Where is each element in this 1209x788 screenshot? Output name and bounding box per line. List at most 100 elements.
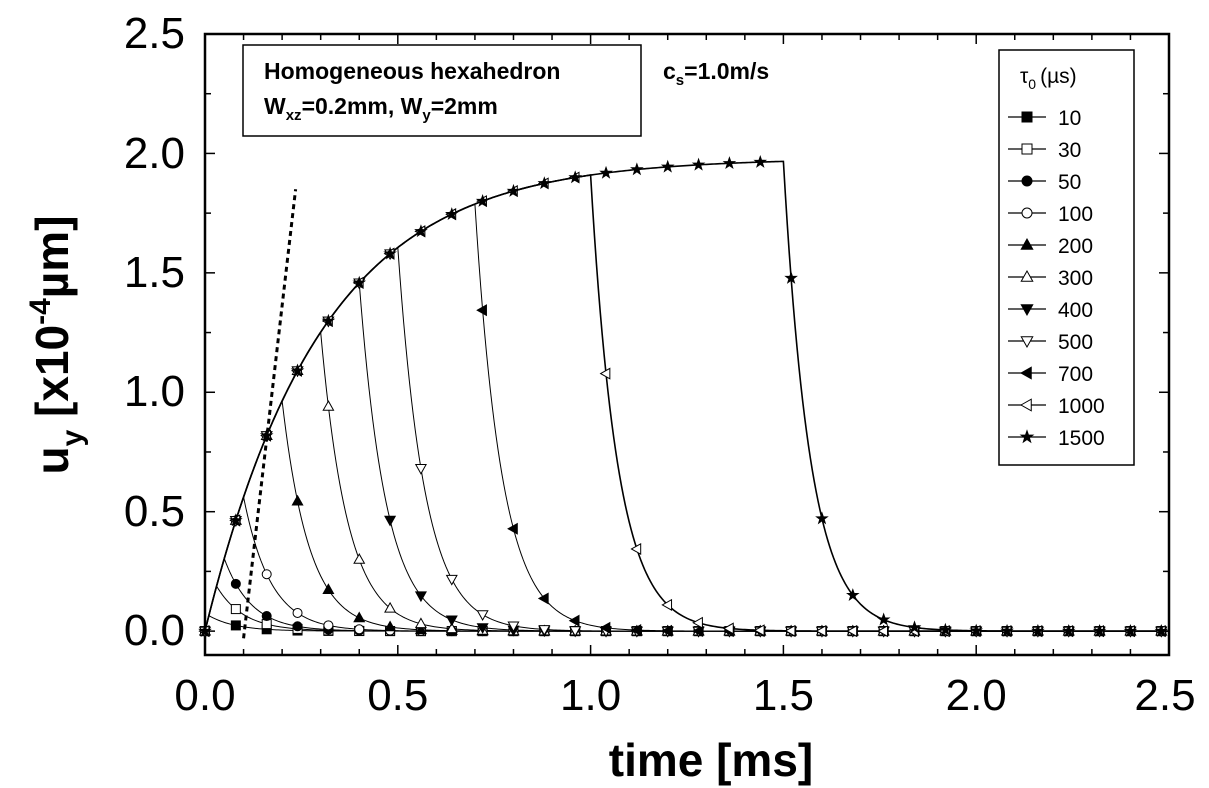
data-point — [414, 464, 427, 475]
x-tick-label: 1.5 — [753, 671, 814, 720]
data-point — [753, 624, 765, 637]
legend-item-500: 500 — [1008, 331, 1093, 354]
data-point — [815, 511, 829, 525]
series-markers-50 — [200, 578, 1167, 637]
data-point — [907, 620, 922, 634]
data-point — [630, 162, 644, 176]
data-point — [353, 611, 366, 623]
data-point — [414, 224, 428, 238]
data-point — [292, 621, 303, 632]
data-point — [384, 620, 397, 632]
data-point — [630, 624, 642, 637]
legend-label: 700 — [1058, 363, 1093, 386]
legend-item-1500: 1500 — [1008, 427, 1105, 450]
legend-marker — [1020, 237, 1034, 250]
y-tick-label: 2.5 — [124, 9, 185, 58]
data-point — [384, 515, 397, 527]
data-point — [692, 624, 703, 638]
data-point — [445, 574, 458, 586]
data-point — [445, 622, 458, 634]
data-point — [445, 615, 458, 627]
data-point — [476, 610, 489, 621]
y-tick-label: 1.5 — [124, 248, 185, 297]
legend-item-200: 200 — [1008, 235, 1093, 258]
legend-item-100: 100 — [1008, 203, 1093, 226]
data-point — [507, 621, 520, 633]
data-point — [1092, 623, 1107, 637]
x-axis-title: time [ms] — [609, 734, 813, 786]
legend-label: 10 — [1058, 107, 1081, 130]
x-tick-label: 2.0 — [946, 671, 1007, 720]
x-tick-label: 1.0 — [560, 671, 621, 720]
data-point — [475, 193, 490, 207]
data-point — [538, 625, 551, 636]
legend-title: τ0 (µs) — [1020, 65, 1077, 92]
legend-label: 300 — [1058, 267, 1093, 290]
x-tick-label: 2.5 — [1134, 671, 1195, 720]
data-point — [229, 513, 243, 527]
data-point — [352, 275, 367, 289]
legend-marker — [1019, 366, 1032, 380]
legend: τ0 (µs) 10 30 50 100 200 300 400 500 700 1000 1500 — [998, 49, 1135, 466]
legend-item-10: 10 — [1008, 107, 1081, 130]
data-point — [1061, 623, 1076, 637]
data-point — [537, 592, 549, 605]
data-point — [507, 522, 518, 535]
legend-item-700: 700 — [1008, 363, 1093, 386]
data-point — [353, 553, 366, 564]
data-point — [569, 626, 582, 638]
data-point — [661, 624, 673, 637]
y-axis-ticks — [205, 33, 1169, 632]
legend-marker — [1020, 304, 1034, 317]
annotation-line2: Wxz=0.2mm, Wy=2mm — [264, 93, 498, 124]
data-point — [230, 604, 241, 615]
data-point — [630, 542, 642, 556]
data-point — [354, 624, 365, 635]
legend-label: 50 — [1058, 171, 1081, 194]
data-point — [568, 170, 582, 184]
y-tick-labels: 0.0 0.5 1.0 1.5 2.0 2.5 — [124, 9, 185, 655]
legend-item-1000: 1000 — [1008, 395, 1105, 418]
legend-marker — [1021, 111, 1033, 123]
y-tick-label: 2.0 — [124, 129, 185, 178]
data-point — [691, 157, 706, 171]
y-tick-label: 1.0 — [124, 367, 185, 416]
data-point — [1031, 623, 1045, 637]
data-point — [261, 569, 272, 580]
legend-label: 30 — [1058, 139, 1081, 162]
x-tick-labels: 0.0 0.5 1.0 1.5 2.0 2.5 — [174, 671, 1195, 720]
data-point — [444, 207, 459, 220]
legend-item-300: 300 — [1008, 267, 1093, 290]
data-point — [323, 620, 334, 631]
annotation-frame — [242, 44, 642, 137]
x-axis-ticks — [204, 34, 1170, 655]
data-point — [692, 616, 703, 629]
legend-item-400: 400 — [1008, 299, 1093, 322]
data-point — [292, 607, 303, 618]
legend-label: 1500 — [1058, 427, 1105, 450]
legend-label: 500 — [1058, 331, 1093, 354]
data-point — [784, 270, 798, 284]
data-point — [568, 614, 580, 627]
series-line-50 — [204, 556, 1169, 632]
data-point — [230, 578, 241, 589]
series-markers-100 — [200, 515, 1167, 637]
legend-label: 200 — [1058, 235, 1093, 258]
data-point — [383, 246, 397, 260]
data-point — [476, 623, 489, 634]
data-point — [969, 623, 983, 637]
legend-items: 10 30 50 100 200 300 400 500 700 1000 1500 — [1008, 107, 1105, 450]
data-point — [846, 588, 860, 602]
plot-frame — [203, 32, 1171, 657]
legend-marker — [1021, 143, 1033, 155]
svg-text:uy [x10-4µm]: uy [x10-4µm] — [24, 215, 89, 474]
y-axis-title: uy [x10-4µm] — [24, 215, 89, 474]
data-point — [230, 620, 241, 631]
data-point — [291, 494, 304, 506]
data-point — [815, 625, 827, 638]
data-point — [384, 601, 397, 613]
data-point — [537, 176, 552, 190]
data-point — [660, 159, 675, 173]
data-point — [599, 367, 611, 380]
